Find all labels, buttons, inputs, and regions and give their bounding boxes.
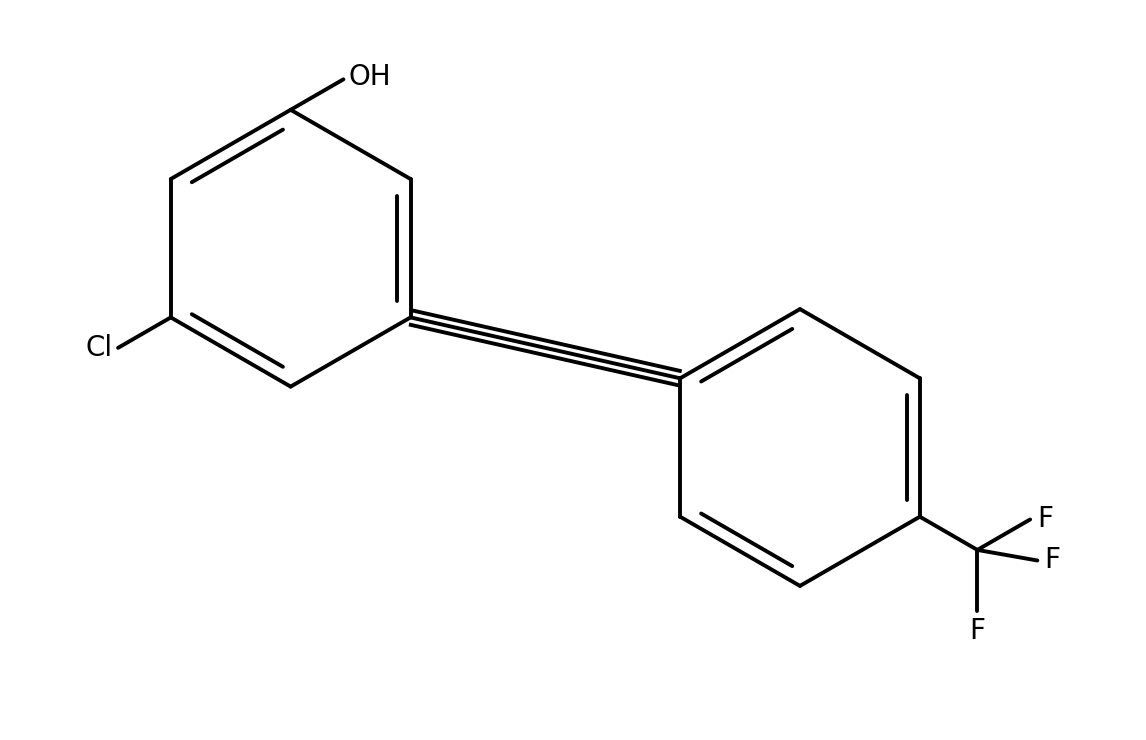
Text: F: F — [1044, 547, 1060, 574]
Text: Cl: Cl — [86, 334, 112, 362]
Text: F: F — [1037, 505, 1053, 534]
Text: F: F — [970, 617, 986, 645]
Text: OH: OH — [348, 63, 392, 91]
